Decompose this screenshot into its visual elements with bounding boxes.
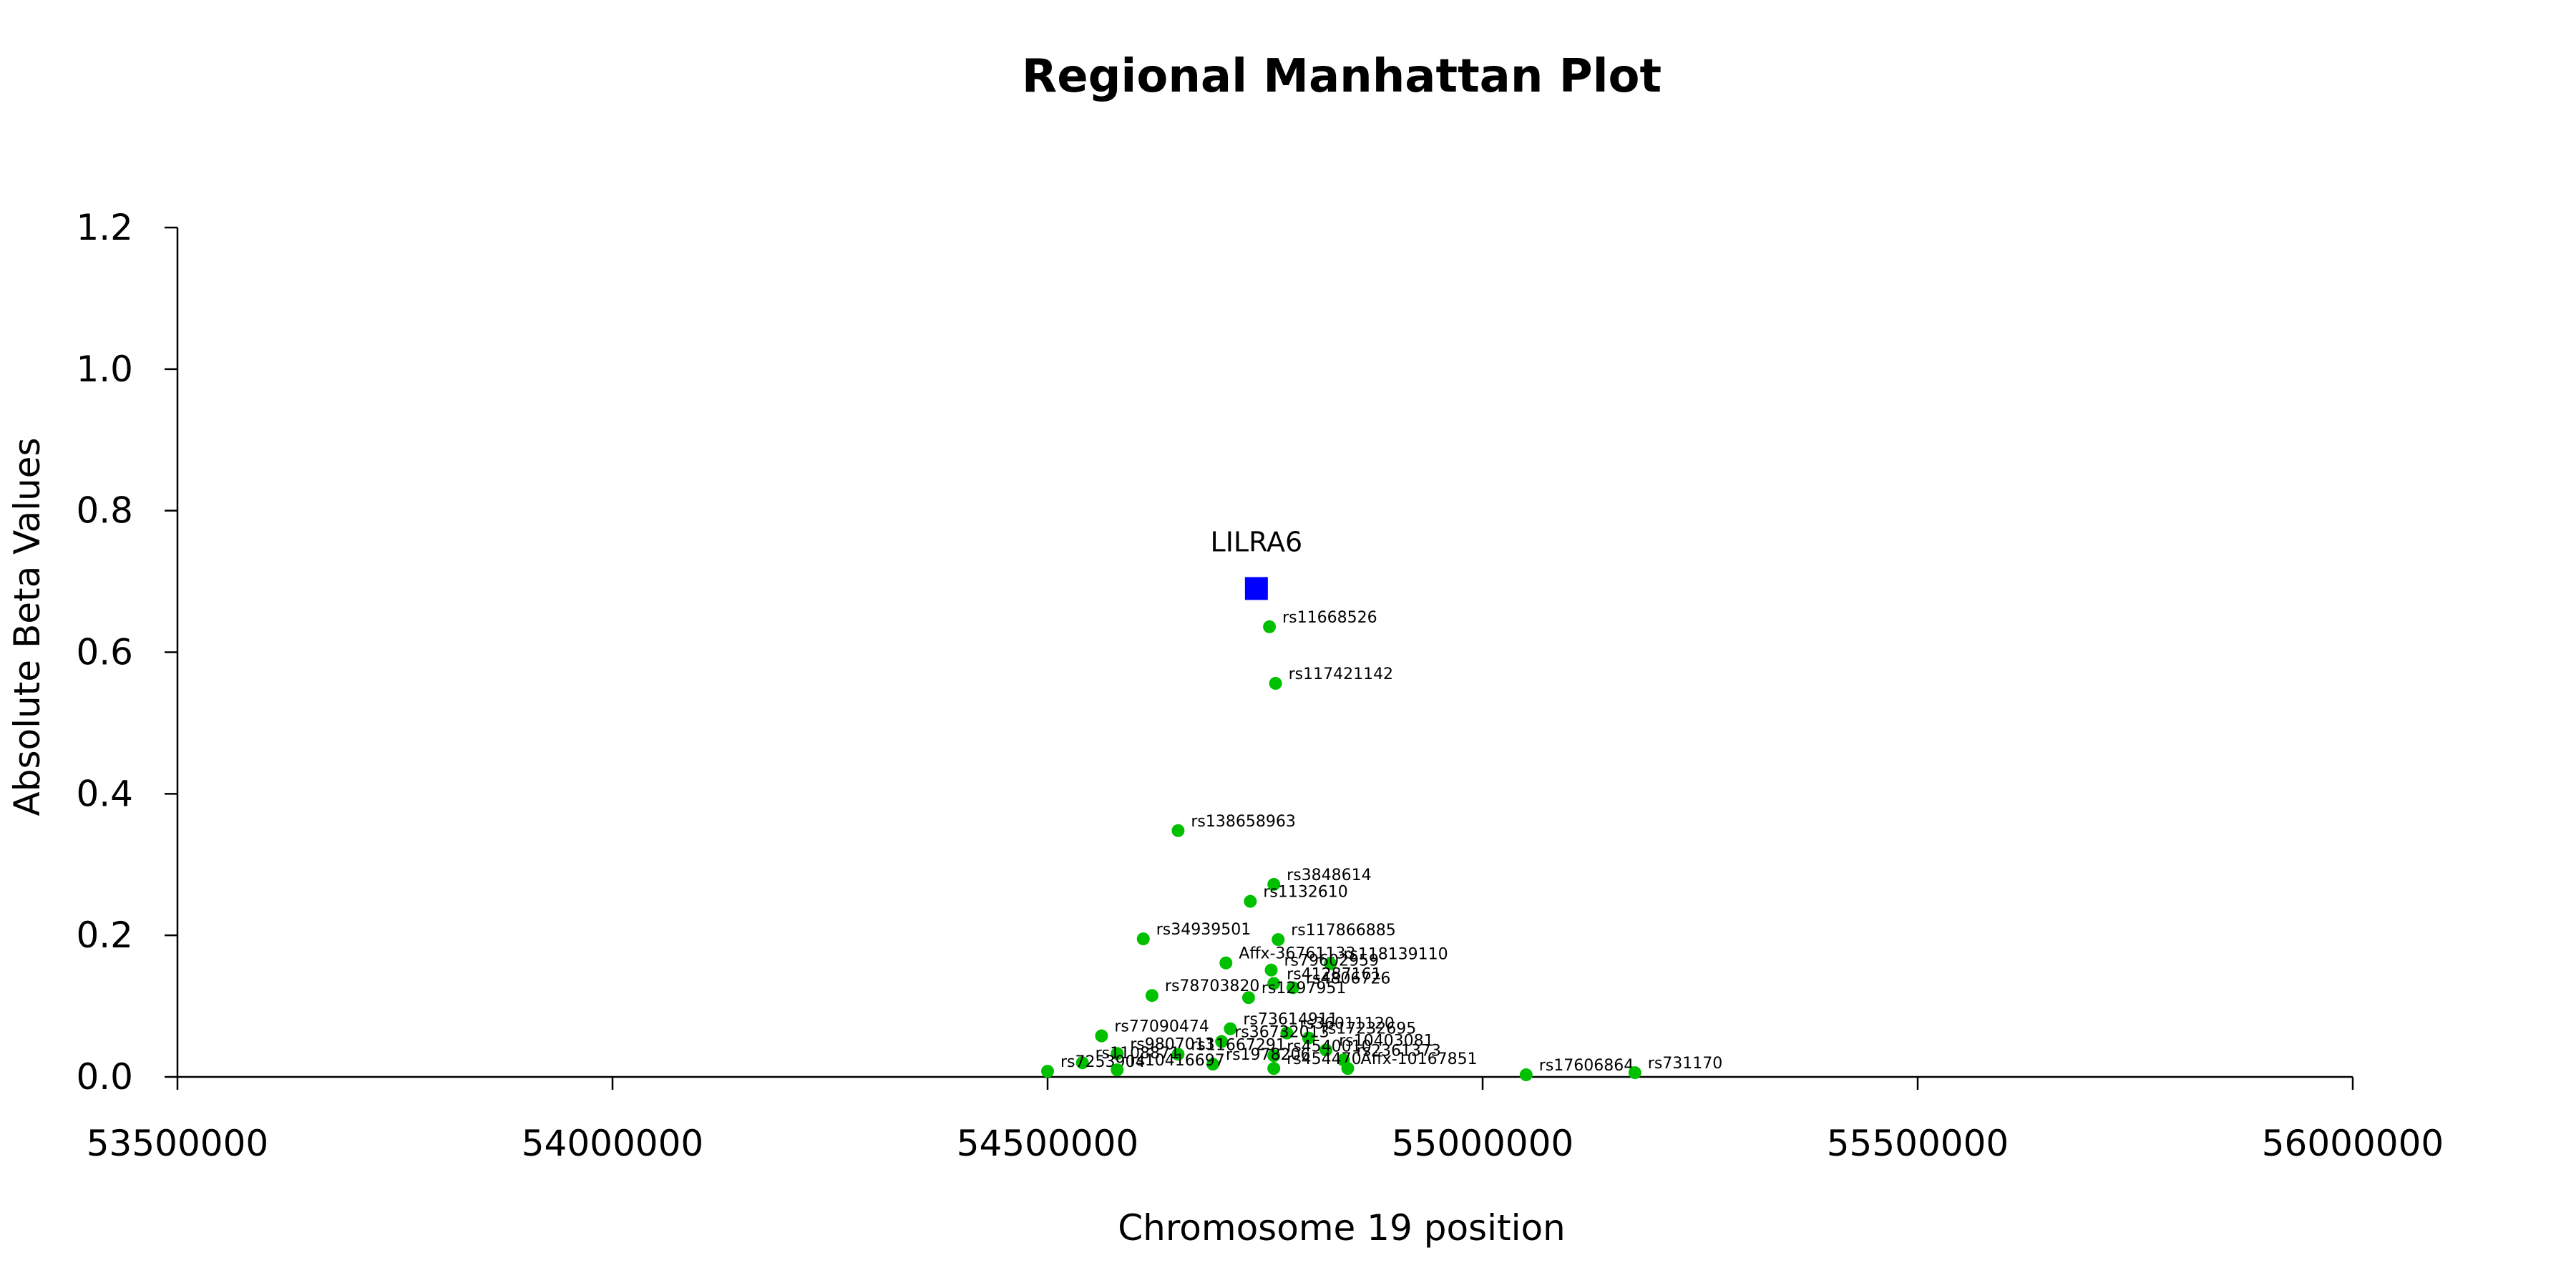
snp-label: rs731170 <box>1648 1055 1723 1073</box>
snp-point <box>1111 1047 1124 1060</box>
snp-label: rs138658963 <box>1191 813 1295 831</box>
x-tick-label: 54500000 <box>957 1123 1139 1164</box>
snp-label: rs73614911 <box>1243 1011 1337 1029</box>
snp-point <box>1215 1035 1229 1048</box>
y-axis-label: Absolute Beta Values <box>6 438 48 816</box>
snp-point <box>1244 894 1257 908</box>
snp-label: rs77090474 <box>1114 1018 1209 1036</box>
snp-point <box>1267 1049 1281 1063</box>
snp-point <box>1263 620 1277 633</box>
x-tick-label: 55000000 <box>1392 1123 1574 1164</box>
y-ticks: 0.0 0.2 0.4 0.6 0.8 1.0 1.2 <box>76 207 177 1098</box>
snp-label: rs10416697 <box>1130 1052 1224 1070</box>
snp-label: rs79602959 <box>1284 952 1379 970</box>
snp-point <box>1302 1031 1315 1045</box>
snp-point <box>1206 1058 1220 1071</box>
x-ticks: 53500000 54000000 54500000 55000000 55500000… <box>87 1077 2444 1164</box>
gene-marker <box>1244 577 1268 600</box>
snp-label: rs78703820 <box>1165 977 1259 995</box>
chart-title: Regional Manhattan Plot <box>1022 50 1662 103</box>
snp-point <box>1111 1063 1124 1077</box>
y-tick-label: 0.2 <box>76 914 133 956</box>
snp-point <box>1324 957 1337 970</box>
snp-point <box>1241 991 1255 1005</box>
snp-point <box>1269 677 1282 691</box>
snp-label: Affx-36761133 <box>1239 945 1355 963</box>
snp-point <box>1267 877 1281 891</box>
snp-label: rs34939501 <box>1156 921 1251 939</box>
snp-point <box>1519 1068 1533 1082</box>
snp-point <box>1272 933 1285 947</box>
y-tick-label: 1.2 <box>76 207 133 248</box>
y-tick-label: 0.6 <box>76 632 133 673</box>
snp-label: rs4540010 <box>1287 1038 1372 1055</box>
snp-point <box>1224 1022 1237 1035</box>
snp-point <box>1145 989 1158 1002</box>
snp-label: rs2361373 <box>1356 1042 1441 1060</box>
snp-point <box>1319 1043 1333 1057</box>
snp-point <box>1041 1065 1054 1078</box>
snp-label: rs17606864 <box>1539 1057 1634 1075</box>
snp-label: rs3848614 <box>1287 867 1372 884</box>
snp-label: rs1978206 <box>1226 1046 1311 1064</box>
snp-point <box>1267 977 1281 990</box>
snp-point <box>1219 956 1233 970</box>
snp-label: rs1108871 <box>1096 1045 1181 1063</box>
snp-label: rs36732013 <box>1234 1024 1329 1042</box>
snp-point <box>1280 1026 1294 1040</box>
snp-label: rs117421142 <box>1289 665 1393 683</box>
snp-point <box>1264 963 1278 977</box>
snp-label: rs4806726 <box>1306 970 1391 987</box>
snp-label: rs36011120 <box>1299 1015 1394 1033</box>
snp-label: rs9807013 <box>1130 1035 1215 1053</box>
snp-point <box>1286 981 1299 995</box>
snp-label: rs7253904 <box>1060 1053 1146 1071</box>
snp-label: Affx-10167851 <box>1361 1050 1478 1068</box>
snp-label: rs118139110 <box>1343 946 1448 964</box>
y-tick-label: 1.0 <box>76 348 133 390</box>
snp-point <box>1171 824 1185 837</box>
y-tick-label: 0.0 <box>76 1056 133 1098</box>
snp-point <box>1075 1056 1089 1070</box>
x-tick-label: 54000000 <box>522 1123 704 1164</box>
x-tick-label: 56000000 <box>2262 1123 2444 1164</box>
snp-point <box>1095 1029 1108 1043</box>
snp-point <box>1341 1062 1355 1075</box>
snp-label: rs41287161 <box>1287 965 1381 983</box>
y-tick-label: 0.8 <box>76 490 133 532</box>
snp-point <box>1267 1062 1281 1075</box>
x-axis-label: Chromosome 19 position <box>1118 1207 1566 1249</box>
snp-point <box>1136 932 1150 946</box>
x-tick-label: 53500000 <box>87 1123 269 1164</box>
snp-label: rs1132610 <box>1263 884 1348 902</box>
snp-label: rs117866885 <box>1291 922 1395 940</box>
snp-point <box>1628 1066 1641 1080</box>
snp-label: rs1297951 <box>1262 980 1347 997</box>
gene-label: LILRA6 <box>1211 526 1303 557</box>
snp-label: rs17232695 <box>1322 1020 1416 1038</box>
snp-label: rs11668526 <box>1282 609 1377 627</box>
y-tick-label: 0.4 <box>76 773 133 814</box>
x-tick-label: 55500000 <box>1827 1123 2009 1164</box>
data-points: LILRA6 rs11668526 rs117421142 rs138658963 rs… <box>1041 526 1723 1082</box>
snp-label: rs10403081 <box>1339 1032 1433 1050</box>
snp-point <box>1171 1048 1185 1061</box>
